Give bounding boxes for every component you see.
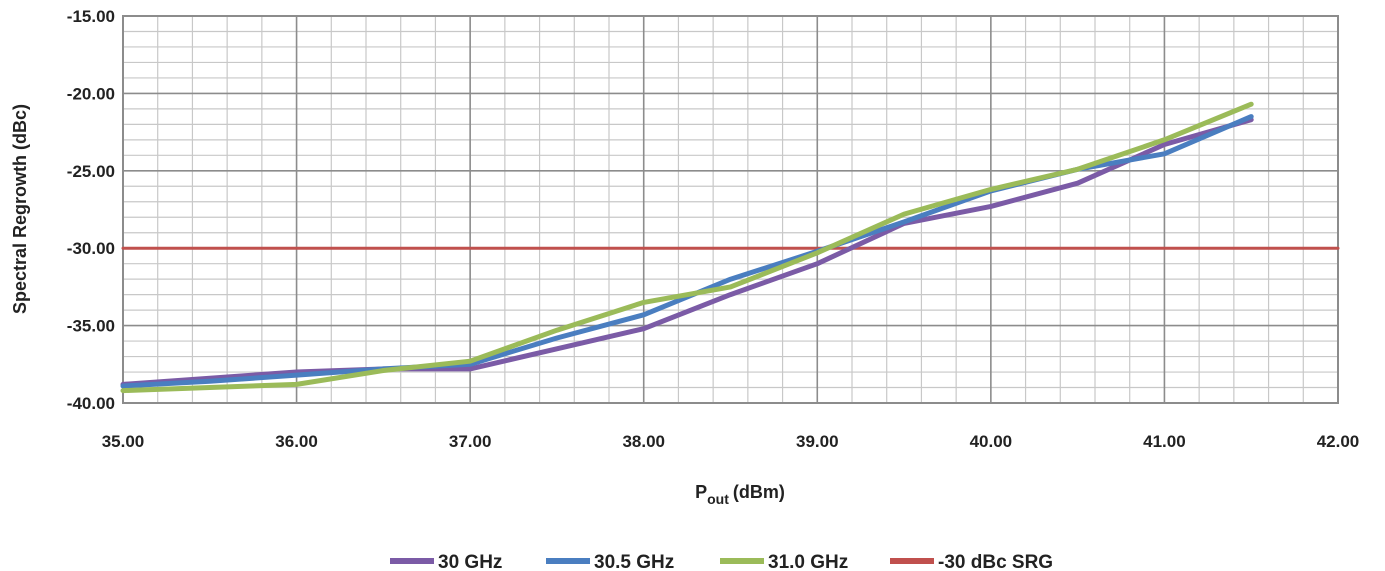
x-axis-tick-labels: 35.00 36.00 37.00 38.00 39.00 40.00 41.00 42.00 <box>102 432 1360 451</box>
series-line-31-0-ghz <box>120 101 1254 394</box>
x-tick-label: 42.00 <box>1317 432 1360 451</box>
x-tick-label: 37.00 <box>449 432 492 451</box>
minor-gridlines <box>123 16 1338 403</box>
legend: 30 GHz 30.5 GHz 31.0 GHz -30 dBc SRG <box>390 552 1053 571</box>
x-tick-label: 38.00 <box>622 432 665 451</box>
plot-area-border <box>122 15 1339 404</box>
x-tick-label: 41.00 <box>1143 432 1186 451</box>
y-tick-label: -20.00 <box>67 84 115 103</box>
x-axis-title-main: P <box>695 482 707 502</box>
y-axis-tick-labels: -15.00 -20.00 -25.00 -30.00 -35.00 -40.00 <box>67 7 115 413</box>
legend-label-31ghz: 31.0 GHz <box>768 552 848 571</box>
x-tick-label: 36.00 <box>275 432 318 451</box>
x-tick-label: 40.00 <box>970 432 1013 451</box>
y-tick-label: -25.00 <box>67 162 115 181</box>
legend-label-30dbc-srg: -30 dBc SRG <box>938 552 1053 571</box>
series-line-30-ghz <box>120 117 1254 387</box>
x-axis-title-subscript: out <box>707 491 729 507</box>
legend-label-30ghz: 30 GHz <box>438 552 502 571</box>
series-lines <box>120 101 1340 394</box>
y-tick-label: -40.00 <box>67 394 115 413</box>
y-tick-label: -15.00 <box>67 7 115 26</box>
x-tick-label: 35.00 <box>102 432 145 451</box>
x-axis-title-unit: (dBm) <box>733 482 785 502</box>
y-tick-label: -35.00 <box>67 317 115 336</box>
legend-label-30-5ghz: 30.5 GHz <box>594 552 674 571</box>
y-axis-title: Spectral Regrowth (dBc) <box>10 104 30 314</box>
x-tick-label: 39.00 <box>796 432 839 451</box>
y-tick-label: -30.00 <box>67 239 115 258</box>
x-axis-title: Pout (dBm) <box>695 482 785 507</box>
